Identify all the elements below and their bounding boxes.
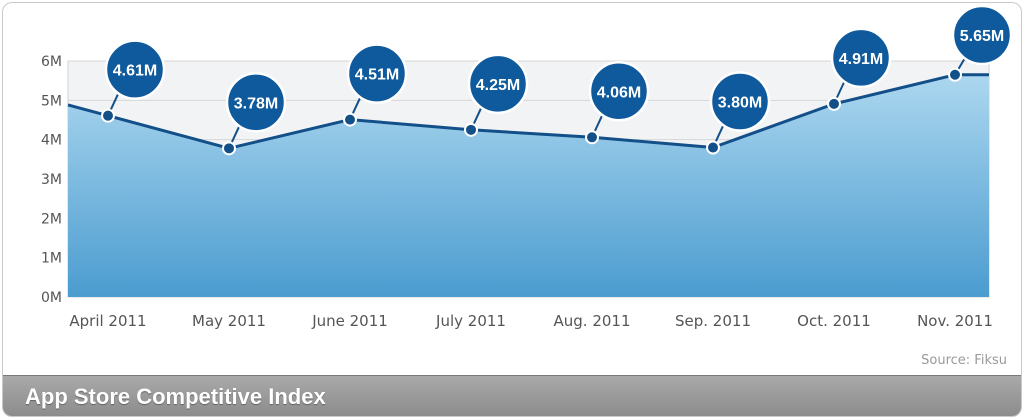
x-tick-label: April 2011: [69, 312, 146, 330]
data-point: [948, 67, 962, 82]
x-tick-label: Aug. 2011: [554, 312, 631, 330]
x-tick-label: May 2011: [192, 312, 266, 330]
data-label-bubble: [588, 61, 650, 122]
data-label-bubble: [709, 71, 771, 132]
data-label: 4.25M: [476, 77, 520, 94]
data-label: 5.65M: [960, 28, 1004, 45]
area-chart: 0M 1M 2M 3M 4M 5M 6M April 2011 May 2011 June 201…: [41, 4, 1013, 330]
data-point: [706, 140, 720, 155]
data-label-bubble: [830, 27, 892, 89]
data-point: [222, 141, 236, 156]
data-label-bubble: [346, 43, 408, 104]
x-tick-label: Nov. 2011: [917, 312, 993, 330]
data-label: 3.78M: [234, 95, 278, 112]
x-tick-label: July 2011: [435, 312, 506, 330]
data-label-bubble: [104, 39, 166, 100]
title-bar: App Store Competitive Index: [3, 375, 1021, 416]
data-label: 4.51M: [355, 67, 399, 84]
y-tick-label: 5M: [41, 93, 62, 109]
x-tick-label: Sep. 2011: [675, 312, 751, 330]
data-label: 3.80M: [718, 95, 762, 112]
data-label-bubble: [467, 53, 529, 115]
y-tick-label: 3M: [41, 172, 62, 188]
y-tick-label: 0M: [41, 290, 62, 306]
data-point: [343, 112, 357, 127]
data-point: [464, 122, 478, 137]
data-point: [585, 130, 599, 145]
data-label-bubble: [225, 72, 287, 133]
data-label: 4.61M: [113, 63, 157, 80]
data-point: [827, 96, 841, 111]
data-point: [101, 108, 115, 123]
data-label: 4.91M: [839, 51, 883, 68]
source-note: Source: Fiksu: [921, 353, 1007, 368]
chart-title: App Store Competitive Index: [25, 384, 326, 409]
data-label: 4.06M: [597, 84, 641, 101]
data-label-bubble: [951, 4, 1013, 66]
series-line: [67, 73, 989, 150]
y-tick-label: 1M: [41, 251, 62, 267]
y-tick-label: 4M: [41, 133, 62, 149]
y-tick-label: 6M: [41, 54, 62, 70]
x-tick-label: Oct. 2011: [797, 312, 871, 330]
area-fill: [68, 74, 989, 297]
x-tick-label: June 2011: [311, 312, 388, 330]
y-tick-label: 2M: [41, 211, 62, 227]
